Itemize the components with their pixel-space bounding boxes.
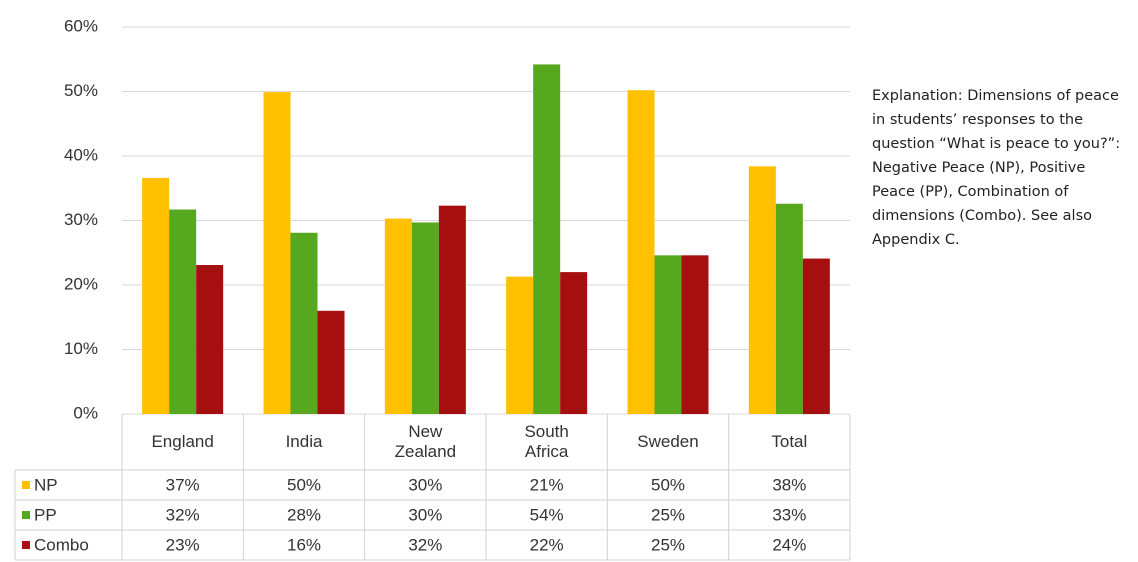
bar	[263, 92, 291, 415]
bar	[802, 258, 830, 414]
data-label: 33%	[772, 505, 806, 524]
x-tick-label: South Africa	[524, 422, 569, 461]
data-label: 25%	[651, 535, 685, 554]
bar	[317, 310, 345, 414]
bar	[290, 232, 318, 414]
y-tick-label: 10%	[64, 339, 98, 358]
y-tick-label: 60%	[64, 16, 98, 35]
bar	[506, 276, 534, 414]
bar	[142, 177, 170, 414]
bar	[560, 272, 588, 414]
data-label: 37%	[166, 475, 200, 494]
data-label: 21%	[530, 475, 564, 494]
bar	[748, 166, 776, 414]
legend-label: Combo	[34, 535, 89, 554]
x-tick-label: England	[151, 432, 214, 451]
y-tick-label: 40%	[64, 145, 98, 164]
data-label: 23%	[166, 535, 200, 554]
bar	[384, 218, 412, 414]
data-label: 16%	[287, 535, 321, 554]
data-label: 30%	[408, 475, 442, 494]
data-label: 50%	[651, 475, 685, 494]
annotation: Explanation: Dimensions of peace in stud…	[872, 88, 1121, 248]
data-label: 24%	[772, 535, 806, 554]
legend-label: NP	[34, 475, 58, 494]
data-label: 32%	[408, 535, 442, 554]
data-label: 54%	[530, 505, 564, 524]
data-label: 32%	[166, 505, 200, 524]
bar	[438, 205, 466, 414]
y-tick-label: 0%	[73, 403, 98, 422]
bar	[681, 255, 709, 414]
data-label: 38%	[772, 475, 806, 494]
bar	[533, 64, 561, 414]
legend-label: PP	[34, 505, 57, 524]
x-tick-label: Sweden	[637, 432, 699, 451]
data-label: 22%	[530, 535, 564, 554]
legend-key	[22, 511, 30, 519]
bar	[775, 203, 803, 414]
data-label: 50%	[287, 475, 321, 494]
bar	[654, 255, 682, 414]
data-label: 25%	[651, 505, 685, 524]
legend-key	[22, 481, 30, 489]
x-tick-label: New Zealand	[394, 422, 457, 461]
data-label: 28%	[287, 505, 321, 524]
y-tick-label: 50%	[64, 81, 98, 100]
bar	[627, 90, 655, 415]
x-tick-label: Total	[771, 432, 808, 451]
legend-key	[22, 541, 30, 549]
x-tick-label: India	[285, 432, 323, 451]
y-tick-label: 30%	[64, 210, 98, 229]
data-label: 30%	[408, 505, 442, 524]
bar	[411, 222, 439, 414]
bar	[169, 209, 197, 414]
bar	[196, 265, 224, 414]
y-tick-label: 20%	[64, 274, 98, 293]
